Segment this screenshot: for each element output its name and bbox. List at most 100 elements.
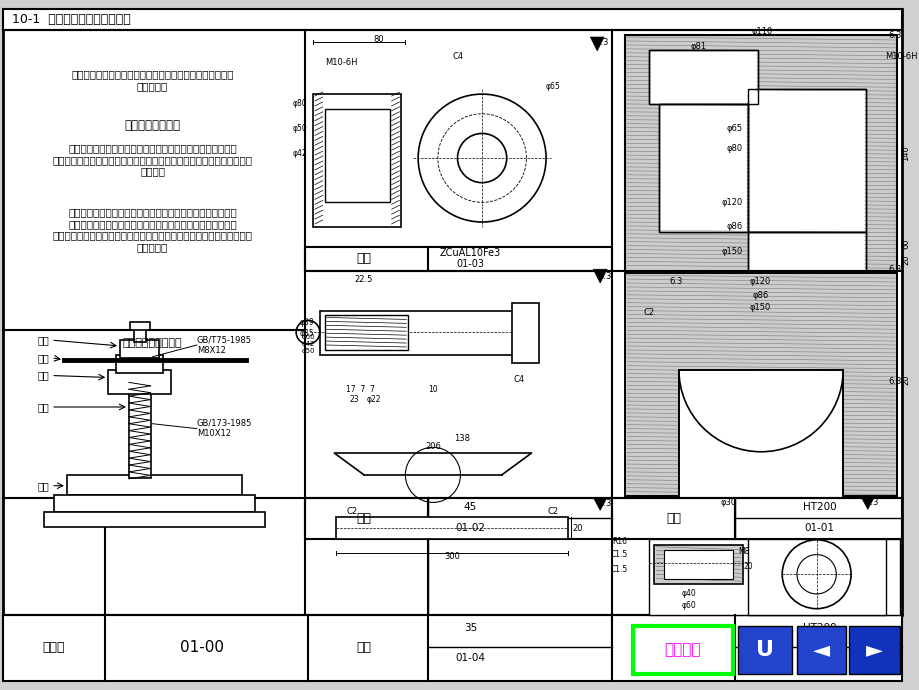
Text: 80: 80 bbox=[373, 34, 384, 43]
Bar bbox=[624, 35, 896, 271]
Bar bbox=[336, 518, 567, 539]
Text: 底座: 底座 bbox=[665, 512, 681, 524]
Text: C2: C2 bbox=[643, 308, 654, 317]
Text: φ150: φ150 bbox=[749, 303, 770, 312]
Text: φ60
φ42
φ50: φ60 φ42 φ50 bbox=[301, 334, 314, 354]
Text: 17  7  7: 17 7 7 bbox=[346, 385, 374, 394]
Text: HT200: HT200 bbox=[802, 623, 835, 633]
Text: 6.3: 6.3 bbox=[668, 277, 682, 286]
Text: φ40: φ40 bbox=[681, 589, 696, 598]
Text: 铰杠: 铰杠 bbox=[38, 353, 49, 363]
Text: GB/T75-1985
M8X12: GB/T75-1985 M8X12 bbox=[197, 335, 252, 355]
Text: 6.3: 6.3 bbox=[887, 377, 901, 386]
Text: φ30: φ30 bbox=[720, 498, 735, 507]
Text: φ35: φ35 bbox=[300, 328, 314, 337]
Bar bbox=[737, 627, 791, 673]
Polygon shape bbox=[593, 269, 607, 283]
Text: ►: ► bbox=[865, 640, 882, 660]
Text: C4: C4 bbox=[452, 52, 463, 61]
Text: 01-03: 01-03 bbox=[456, 259, 483, 269]
Text: M8: M8 bbox=[737, 547, 748, 556]
Text: 6.3: 6.3 bbox=[887, 30, 901, 39]
Text: φ120: φ120 bbox=[749, 277, 770, 286]
Text: φ42: φ42 bbox=[292, 148, 307, 157]
Text: 6.3: 6.3 bbox=[865, 498, 879, 507]
Text: φ39: φ39 bbox=[300, 318, 314, 327]
Text: 千斤顶图装配示意图: 千斤顶图装配示意图 bbox=[122, 338, 182, 348]
Bar bbox=[649, 50, 756, 104]
Bar bbox=[796, 627, 845, 673]
Text: 参考千斤顶示意图和说明，看懂绘出的零件图，画出千斤顶
的装配图。: 参考千斤顶示意图和说明，看懂绘出的零件图，画出千斤顶 的装配图。 bbox=[71, 70, 233, 91]
Text: 参考答案: 参考答案 bbox=[664, 642, 700, 658]
Text: M10-6H: M10-6H bbox=[885, 52, 917, 61]
Bar bbox=[133, 328, 145, 342]
Bar bbox=[632, 627, 732, 673]
Bar bbox=[848, 627, 900, 673]
Polygon shape bbox=[624, 273, 896, 495]
Text: 35: 35 bbox=[463, 623, 476, 633]
Bar bbox=[747, 89, 865, 232]
Bar bbox=[129, 380, 151, 478]
Text: 23: 23 bbox=[349, 395, 358, 404]
Bar bbox=[320, 310, 516, 355]
Text: 螺杆: 螺杆 bbox=[357, 512, 371, 524]
Text: φ81: φ81 bbox=[690, 42, 706, 51]
Bar bbox=[749, 234, 863, 269]
Bar bbox=[747, 89, 865, 232]
Bar bbox=[747, 539, 885, 615]
Text: 01-01: 01-01 bbox=[804, 523, 834, 533]
Text: 螺套: 螺套 bbox=[357, 252, 371, 265]
Text: 顶垫: 顶垫 bbox=[665, 640, 681, 653]
Text: 10-1  由零件图画装配图（一）: 10-1 由零件图画装配图（一） bbox=[12, 13, 130, 26]
Text: 01-00: 01-00 bbox=[179, 640, 223, 655]
Text: 千斤顶: 千斤顶 bbox=[43, 640, 65, 653]
Bar bbox=[664, 550, 732, 579]
Text: 140: 140 bbox=[901, 146, 909, 161]
Text: φ65: φ65 bbox=[546, 81, 561, 90]
Bar bbox=[3, 8, 902, 30]
Text: C2: C2 bbox=[346, 506, 357, 516]
Text: 顶垫: 顶垫 bbox=[38, 335, 49, 345]
Bar bbox=[661, 106, 745, 230]
Bar bbox=[511, 303, 539, 363]
Text: 20: 20 bbox=[743, 562, 753, 571]
Bar bbox=[305, 246, 611, 271]
Text: 千斤顶示意图说明: 千斤顶示意图说明 bbox=[124, 119, 180, 132]
Text: 01-05: 01-05 bbox=[804, 653, 834, 663]
Text: M10-6H: M10-6H bbox=[324, 58, 357, 67]
Bar bbox=[130, 322, 150, 331]
Text: GB/173-1985
M10X12: GB/173-1985 M10X12 bbox=[197, 419, 252, 438]
Text: C2: C2 bbox=[547, 506, 558, 516]
Polygon shape bbox=[860, 497, 874, 509]
Bar bbox=[653, 544, 742, 584]
Bar bbox=[44, 512, 265, 527]
Text: ◄: ◄ bbox=[812, 640, 829, 660]
Bar bbox=[747, 232, 865, 271]
Text: 45: 45 bbox=[463, 502, 476, 513]
Bar bbox=[119, 340, 159, 358]
Text: φ86: φ86 bbox=[726, 222, 742, 231]
Text: φ22: φ22 bbox=[367, 395, 380, 404]
Text: φ50: φ50 bbox=[292, 124, 307, 133]
Text: φ65: φ65 bbox=[726, 124, 742, 133]
Bar bbox=[324, 109, 390, 202]
Text: C1.5: C1.5 bbox=[610, 550, 627, 559]
Bar bbox=[749, 91, 863, 230]
Text: 6.3: 6.3 bbox=[887, 265, 901, 274]
Bar bbox=[649, 539, 900, 615]
Bar bbox=[324, 315, 408, 350]
Text: 千斤顶底座上装有螺套，螺套与底座间由螺钉固定。螺杆与螺
套由方牙螺纹传动，螺杆头部中穿有铰杠，可扳动螺杆传动。
螺杆顶部的球面结构与顶垫的内球面接触起浮动作用。: 千斤顶底座上装有螺套，螺套与底座间由螺钉固定。螺杆与螺 套由方牙螺纹传动，螺杆头… bbox=[52, 207, 252, 252]
Text: 138: 138 bbox=[454, 434, 470, 443]
Bar bbox=[305, 615, 611, 682]
Bar bbox=[659, 104, 747, 232]
Text: 20: 20 bbox=[901, 374, 909, 385]
Bar bbox=[54, 495, 255, 512]
Polygon shape bbox=[590, 37, 604, 51]
Text: φ80: φ80 bbox=[726, 144, 742, 152]
Text: φ150: φ150 bbox=[720, 247, 742, 256]
Text: 6.3: 6.3 bbox=[597, 499, 611, 508]
Text: 300: 300 bbox=[444, 552, 460, 561]
Bar bbox=[649, 50, 756, 104]
Text: φ60: φ60 bbox=[681, 601, 696, 610]
Text: 206: 206 bbox=[425, 442, 440, 451]
